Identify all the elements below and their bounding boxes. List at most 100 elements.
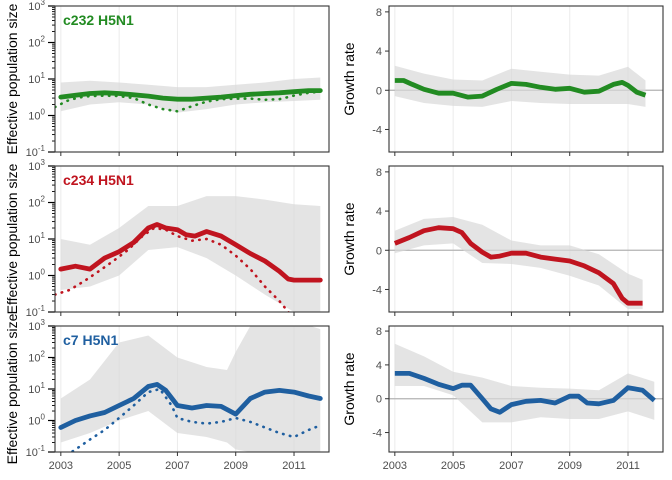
y-tick-base: 10 — [26, 307, 38, 319]
panel-border — [388, 165, 664, 313]
panel-1-growth: -4 0 4 8 Growth rate — [341, 5, 664, 156]
y-tick-base: 10 — [28, 38, 40, 50]
plot-area — [389, 217, 663, 310]
y-tick-exponent: -1 — [38, 304, 46, 313]
x-tick-label: 2011 — [282, 460, 306, 472]
x-tick-label: 2009 — [557, 460, 581, 472]
y-axis-title: Growth rate — [341, 352, 357, 425]
y-tick-exponent: 2 — [41, 195, 46, 204]
y-tick-label: 103 — [28, 0, 45, 13]
x-tick-label: 2005 — [441, 460, 465, 472]
y-tick-label: 101 — [28, 231, 45, 246]
plot-area — [389, 65, 663, 107]
y-tick-label: 4 — [376, 360, 382, 372]
ne-band — [60, 326, 321, 452]
panel-border — [54, 165, 330, 313]
y-tick-base: 10 — [26, 147, 38, 159]
x-tick-label: 2011 — [616, 460, 640, 472]
ne-dotted-line — [69, 387, 322, 452]
y-tick-exponent: 0 — [41, 413, 46, 422]
y-tick-label: 102 — [28, 350, 45, 365]
y-tick-base: 10 — [26, 447, 38, 459]
growth-line — [394, 371, 656, 415]
y-tick-label: 100 — [28, 108, 45, 123]
y-tick-base: 10 — [28, 416, 40, 428]
x-tick-label: 2003 — [49, 460, 73, 472]
growth-line — [393, 225, 643, 306]
y-tick-exponent: 2 — [41, 350, 46, 359]
ne-dotted-line — [55, 90, 322, 113]
panel-2-growth: -4 0 4 8 Growth rate — [341, 165, 664, 316]
y-tick-label: 8 — [376, 326, 382, 338]
ne-median-line — [58, 222, 323, 283]
panel-border — [54, 325, 330, 453]
y-tick-exponent: 3 — [41, 0, 46, 7]
y-tick-label: 8 — [376, 7, 382, 19]
y-tick-label: 0 — [376, 394, 382, 406]
y-tick-label: 10-1 — [26, 444, 46, 459]
y-tick-base: 10 — [28, 353, 40, 365]
y-tick-exponent: 2 — [41, 35, 46, 44]
y-tick-exponent: 1 — [41, 231, 46, 240]
y-tick-label: 102 — [28, 35, 45, 50]
growth-band — [394, 217, 643, 310]
plot-area — [55, 196, 323, 312]
y-tick-label: -4 — [372, 284, 382, 296]
panel-border — [388, 325, 664, 453]
y-tick-label: 0 — [376, 245, 382, 257]
plot-area — [389, 343, 663, 423]
plot-background — [55, 6, 329, 152]
y-tick-exponent: 1 — [41, 71, 46, 80]
ne-median-line — [58, 88, 323, 102]
y-axis-title: Growth rate — [341, 42, 357, 115]
y-tick-label: -4 — [372, 124, 382, 136]
y-tick-exponent: 1 — [41, 381, 46, 390]
y-tick-base: 10 — [28, 384, 40, 396]
y-axis-title: Effective population size — [4, 313, 20, 464]
y-tick-label: 4 — [376, 46, 382, 58]
y-tick-base: 10 — [28, 234, 40, 246]
y-tick-label: 0 — [376, 85, 382, 97]
y-tick-label: 103 — [28, 318, 45, 333]
y-tick-label: 101 — [28, 71, 45, 86]
y-tick-base: 10 — [28, 1, 40, 13]
growth-line — [394, 78, 647, 100]
y-tick-exponent: 3 — [41, 318, 46, 327]
panel-title: c7 H5N1 — [63, 332, 118, 348]
y-tick-label: 100 — [28, 268, 45, 283]
panel-title: c234 H5N1 — [63, 172, 134, 188]
y-tick-label: 103 — [28, 158, 45, 173]
y-tick-label: 8 — [376, 167, 382, 179]
panel-border — [388, 5, 664, 153]
y-tick-exponent: 3 — [41, 158, 46, 167]
plot-area — [55, 77, 323, 113]
y-tick-label: 10-1 — [26, 144, 46, 159]
y-tick-base: 10 — [28, 271, 40, 283]
ne-dotted-line — [55, 226, 290, 312]
y-tick-base: 10 — [28, 74, 40, 86]
x-tick-label: 2007 — [499, 460, 523, 472]
ne-band — [60, 77, 321, 113]
y-tick-exponent: 0 — [41, 268, 46, 277]
y-tick-base: 10 — [28, 198, 40, 210]
x-tick-label: 2007 — [165, 460, 189, 472]
panel-border — [54, 5, 330, 153]
y-tick-base: 10 — [28, 111, 40, 123]
y-tick-exponent: -1 — [38, 144, 46, 153]
y-tick-label: 100 — [28, 413, 45, 428]
x-tick-label: 2005 — [107, 460, 131, 472]
y-tick-label: 10-1 — [26, 304, 46, 319]
y-tick-base: 10 — [28, 321, 40, 333]
ne-band — [60, 196, 321, 312]
y-tick-label: 101 — [28, 381, 45, 396]
y-tick-exponent: -1 — [38, 444, 46, 453]
plot-area — [58, 326, 323, 452]
x-tick-label: 2009 — [223, 460, 247, 472]
panel-3-growth: -4 0 4 8 Growth rate 2003 2005 2007 2009 2011 — [341, 325, 664, 472]
panel-title: c232 H5N1 — [63, 12, 134, 28]
y-tick-base: 10 — [28, 161, 40, 173]
